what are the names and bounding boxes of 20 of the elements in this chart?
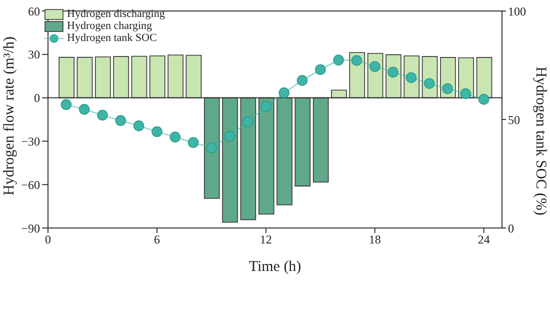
x-tick-label: 0 — [45, 232, 51, 247]
y2-tick-label: 100 — [508, 4, 526, 18]
x-tick-label: 18 — [368, 232, 381, 247]
legend-label: Hydrogen tank SOC — [67, 32, 157, 44]
y-tick-label: −30 — [21, 134, 40, 148]
x-tick-label: 6 — [154, 232, 160, 247]
y2-axis-title: Hydrogen tank SOC (%) — [532, 66, 548, 216]
y-tick-label: −90 — [21, 221, 40, 236]
x-axis-title: Time (h) — [248, 259, 302, 275]
y2-tick-label: 50 — [508, 112, 520, 127]
y-tick-label: 60 — [28, 4, 40, 18]
y-tick-label: −60 — [21, 178, 40, 192]
legend-label: Hydrogen discharging — [67, 8, 165, 20]
legend-label: Hydrogen charging — [67, 20, 152, 32]
x-tick-label: 12 — [260, 232, 272, 247]
y-tick-label: 30 — [28, 48, 40, 62]
y-axis-title: Hydrogen flow rate (m³/h) — [2, 36, 18, 196]
y-tick-label: 0 — [34, 91, 40, 106]
y2-tick-label: 0 — [508, 221, 514, 236]
x-tick-label: 24 — [478, 232, 490, 247]
